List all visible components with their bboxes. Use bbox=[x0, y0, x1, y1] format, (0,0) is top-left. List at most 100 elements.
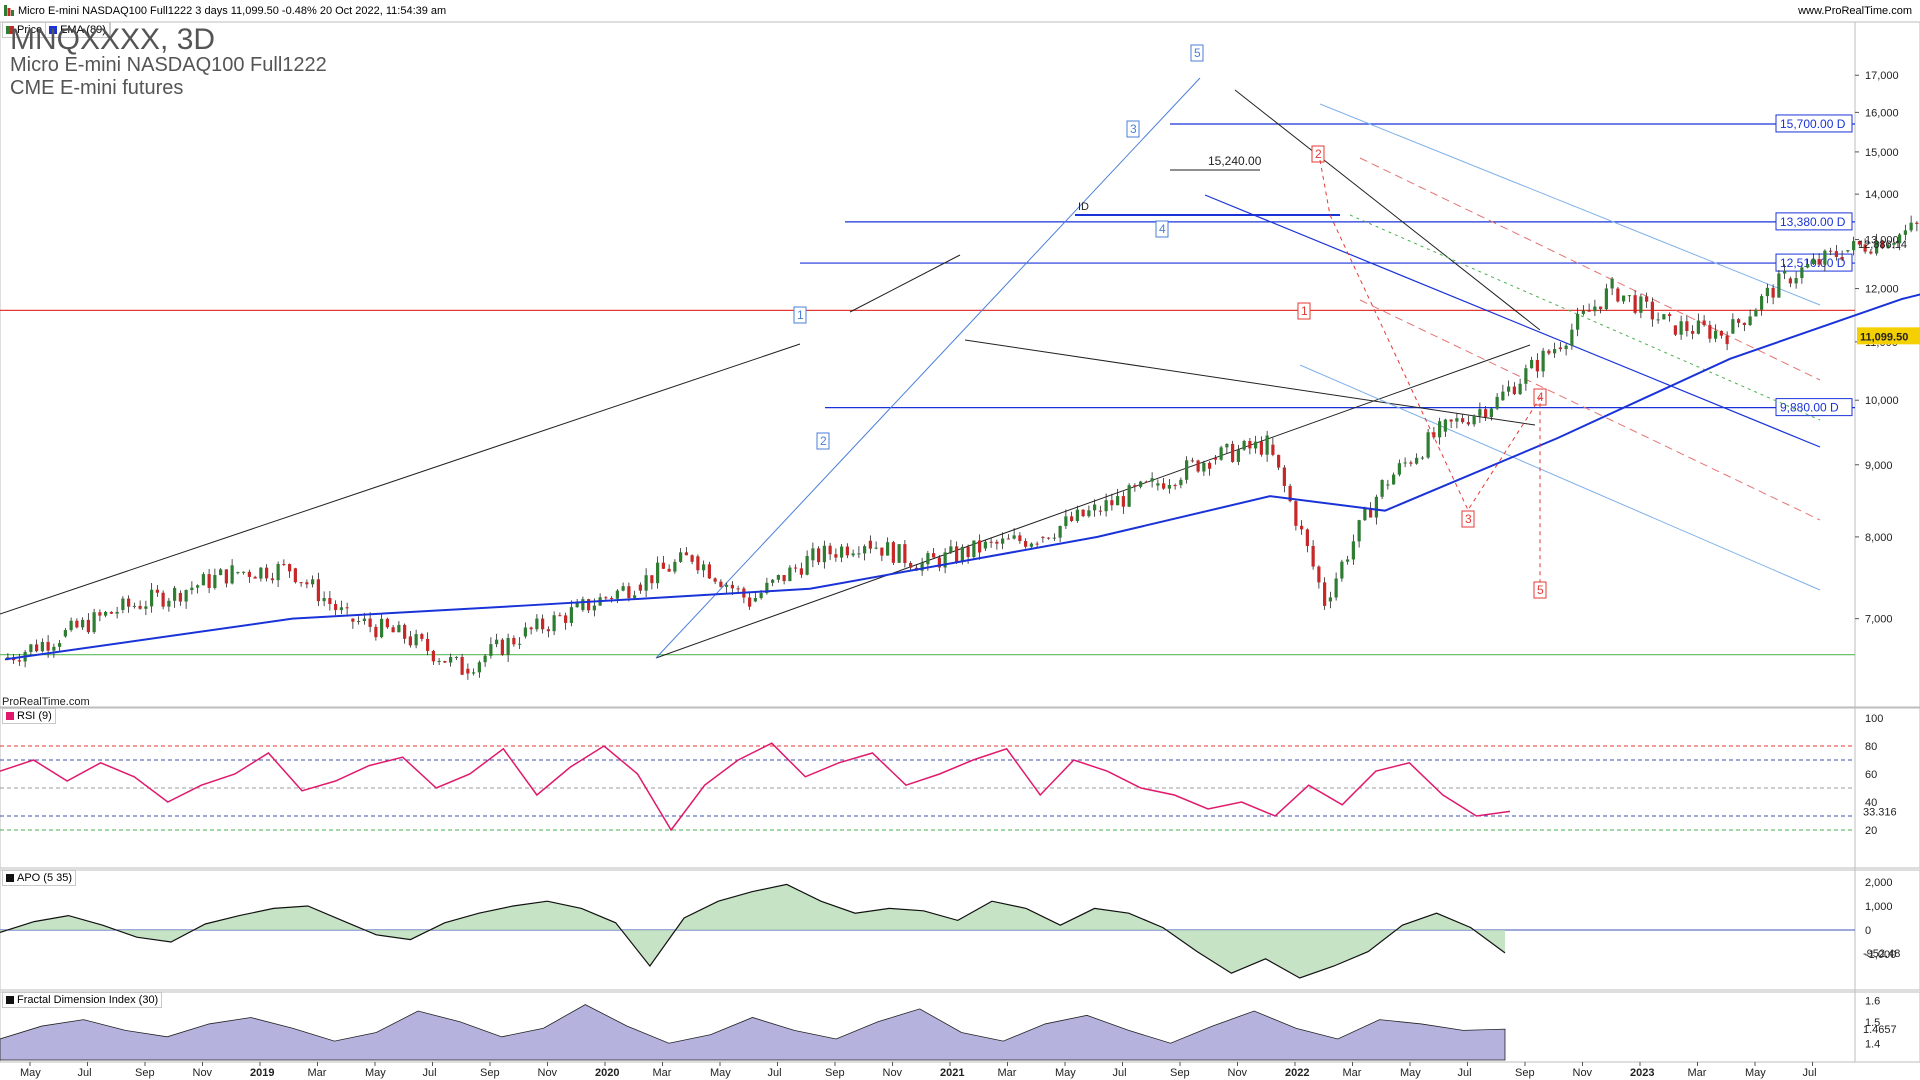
candle-body bbox=[1029, 543, 1033, 547]
site-link[interactable]: www.ProRealTime.com bbox=[1798, 5, 1912, 17]
candle-body bbox=[1351, 541, 1355, 560]
red-wave-label: 3 bbox=[1465, 512, 1472, 526]
candle-body bbox=[1495, 396, 1499, 409]
price-tick-label: 14,000 bbox=[1865, 189, 1899, 201]
candle-body bbox=[466, 668, 470, 674]
price-tick-label: 9,000 bbox=[1865, 460, 1893, 472]
candle-body bbox=[523, 627, 527, 637]
candle-body bbox=[805, 556, 809, 575]
price-tick-label: 7,000 bbox=[1865, 614, 1893, 626]
red-wave-box bbox=[1311, 145, 1325, 163]
candle-body bbox=[1783, 270, 1787, 274]
candle-body bbox=[1742, 322, 1746, 326]
red-wave-box bbox=[1297, 302, 1311, 320]
apo-line bbox=[0, 883, 1506, 979]
candle-body bbox=[1018, 535, 1022, 542]
time-tick-label: Jul bbox=[1803, 1067, 1817, 1079]
red-wave-path bbox=[1319, 159, 1541, 582]
time-tick-label: Nov bbox=[883, 1067, 903, 1079]
time-tick-label: Jul bbox=[1458, 1067, 1472, 1079]
candle-body bbox=[1898, 234, 1902, 244]
candle-body bbox=[328, 598, 332, 605]
candle-body bbox=[1788, 278, 1792, 284]
candle-body bbox=[828, 545, 832, 555]
candle-body bbox=[1530, 359, 1534, 369]
blue-wave-box bbox=[816, 432, 830, 450]
fdi-panel-title[interactable]: Fractal Dimension Index (30) bbox=[2, 992, 163, 1008]
time-tick-label: Mar bbox=[998, 1067, 1017, 1079]
candle-body bbox=[472, 672, 476, 674]
candle-body bbox=[1271, 444, 1275, 455]
candle-body bbox=[1277, 454, 1281, 468]
candle-body bbox=[316, 579, 320, 602]
candle-body bbox=[782, 575, 786, 582]
candle-body bbox=[897, 544, 901, 563]
time-tick-label: Sep bbox=[480, 1067, 500, 1079]
candle-body bbox=[702, 564, 706, 571]
red-wave-label: 5 bbox=[1537, 583, 1544, 597]
candle-body bbox=[1058, 526, 1062, 538]
apo-value-label: -952.48 bbox=[1863, 948, 1900, 960]
time-tick-label: Sep bbox=[825, 1067, 845, 1079]
candle-body bbox=[1622, 295, 1626, 302]
candle-body bbox=[1024, 541, 1028, 547]
long-term-upper-trendline bbox=[0, 343, 801, 615]
candle-body bbox=[58, 643, 62, 647]
candle-body bbox=[1420, 457, 1424, 459]
blue-wave-box bbox=[1155, 220, 1169, 238]
candle-body bbox=[150, 589, 154, 607]
rsi-panel-title[interactable]: RSI (9) bbox=[2, 708, 56, 724]
candle-body bbox=[121, 598, 125, 610]
candle-body bbox=[1254, 441, 1258, 449]
candle-body bbox=[1259, 441, 1263, 455]
apo-tick-label: 0 bbox=[1865, 925, 1871, 937]
legend-price[interactable]: Price bbox=[3, 23, 47, 37]
candle-body bbox=[868, 540, 872, 549]
time-tick-label: Mar bbox=[1688, 1067, 1707, 1079]
candle-body bbox=[190, 587, 194, 591]
red-dashed-channel-lower bbox=[1359, 299, 1821, 521]
legend-ema[interactable]: EMA (89) bbox=[46, 23, 110, 37]
candle-body bbox=[713, 578, 717, 582]
rsi-swatch-icon bbox=[6, 712, 14, 720]
candle-body bbox=[736, 588, 740, 590]
candle-body bbox=[535, 618, 539, 630]
candle-body bbox=[40, 641, 44, 652]
candle-body bbox=[1725, 335, 1729, 345]
candle-body bbox=[138, 605, 142, 609]
candle-body bbox=[1098, 510, 1102, 512]
candle-body bbox=[420, 634, 424, 639]
candle-body bbox=[1127, 485, 1131, 507]
rsi-line bbox=[0, 742, 1511, 832]
apo-panel-title[interactable]: APO (5 35) bbox=[2, 870, 77, 886]
candle-body bbox=[81, 619, 85, 628]
level-label: 13,380.00 D bbox=[1780, 215, 1846, 229]
candle-body bbox=[1449, 419, 1453, 422]
candle-body bbox=[1886, 244, 1890, 249]
candle-body bbox=[748, 597, 752, 607]
candle-body bbox=[276, 564, 280, 581]
legend-ema-label: EMA (89) bbox=[60, 23, 106, 36]
candle-body bbox=[1817, 258, 1821, 265]
candle-body bbox=[811, 548, 815, 561]
candle-body bbox=[886, 542, 890, 556]
candle-body bbox=[403, 624, 407, 639]
time-tick-label: Mar bbox=[1343, 1067, 1362, 1079]
candle-body bbox=[293, 568, 297, 583]
time-tick-label: Jul bbox=[768, 1067, 782, 1079]
time-tick-label: 2019 bbox=[250, 1067, 274, 1079]
candle-body bbox=[638, 584, 642, 591]
candle-body bbox=[1185, 460, 1189, 480]
price-tick-label: 10,000 bbox=[1865, 395, 1899, 407]
time-tick-label: Sep bbox=[1170, 1067, 1190, 1079]
panel-frame bbox=[0, 869, 1920, 991]
candle-body bbox=[1231, 443, 1235, 462]
time-tick-label: Sep bbox=[1515, 1067, 1535, 1079]
candle-body bbox=[1242, 441, 1246, 450]
candle-body bbox=[1110, 500, 1114, 506]
time-tick-label: May bbox=[20, 1067, 41, 1079]
candle-body bbox=[719, 581, 723, 587]
candle-body bbox=[259, 567, 263, 579]
candle-body bbox=[696, 556, 700, 571]
candle-body bbox=[414, 634, 418, 646]
